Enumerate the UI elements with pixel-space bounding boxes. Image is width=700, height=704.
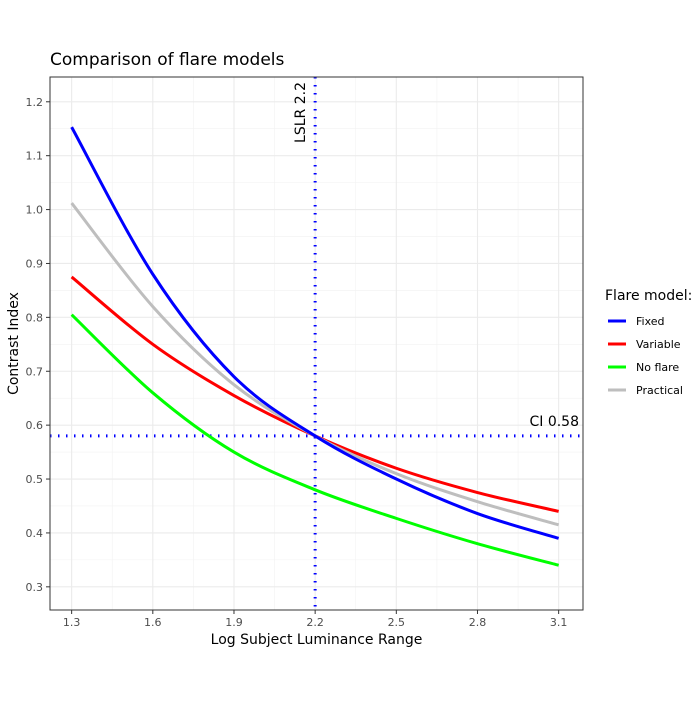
- x-tick-label: 1.9: [225, 616, 243, 629]
- x-tick-label: 2.8: [469, 616, 487, 629]
- y-tick-label: 0.4: [26, 527, 44, 540]
- legend-label-variable: Variable: [636, 338, 681, 351]
- x-axis-title: Log Subject Luminance Range: [211, 632, 423, 648]
- y-tick-label: 1.0: [26, 204, 44, 217]
- x-tick-label: 2.2: [306, 616, 324, 629]
- y-tick-label: 0.5: [26, 473, 44, 486]
- legend: Fixed Variable No flare Practical: [608, 315, 683, 397]
- reference-lines: LSLR 2.2 CI 0.58: [50, 77, 583, 610]
- y-axis-ticks: 0.3 0.4 0.5 0.6 0.7 0.8 0.9 1.0 1.1 1.2: [26, 96, 50, 594]
- x-tick-label: 1.3: [63, 616, 81, 629]
- y-tick-label: 0.8: [26, 311, 44, 324]
- y-tick-label: 1.2: [26, 96, 44, 109]
- series-layer: [70, 126, 560, 567]
- legend-label-no-flare: No flare: [636, 361, 679, 374]
- legend-title: Flare model:: [605, 288, 692, 304]
- y-tick-label: 0.7: [26, 365, 44, 378]
- series-line-no-flare: [70, 313, 560, 567]
- chart-title: Comparison of flare models: [50, 50, 285, 70]
- ref-label-vertical: LSLR 2.2: [293, 82, 309, 143]
- ref-label-horizontal: CI 0.58: [529, 414, 579, 430]
- x-tick-label: 3.1: [550, 616, 568, 629]
- legend-label-fixed: Fixed: [636, 315, 665, 328]
- y-tick-label: 0.6: [26, 419, 44, 432]
- y-tick-label: 0.3: [26, 581, 44, 594]
- plot-panel: [50, 77, 583, 610]
- y-axis-title: Contrast Index: [6, 292, 22, 395]
- legend-label-practical: Practical: [636, 384, 683, 397]
- series-line-fixed: [70, 126, 560, 540]
- plot-border: [49, 76, 584, 611]
- y-tick-label: 1.1: [26, 150, 44, 163]
- y-tick-label: 0.9: [26, 257, 44, 270]
- x-tick-label: 1.6: [144, 616, 162, 629]
- x-axis-ticks: 1.3 1.6 1.9 2.2 2.5 2.8 3.1: [63, 610, 568, 629]
- x-tick-label: 2.5: [388, 616, 406, 629]
